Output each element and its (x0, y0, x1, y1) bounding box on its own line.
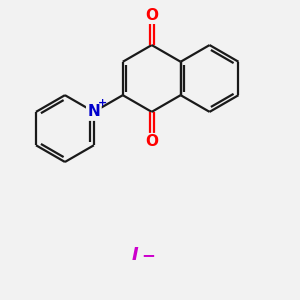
Text: O: O (145, 134, 158, 149)
Text: I: I (132, 246, 138, 264)
Text: N: N (88, 104, 100, 119)
Text: −: − (142, 246, 155, 264)
Text: +: + (98, 98, 107, 109)
Text: O: O (145, 8, 158, 22)
